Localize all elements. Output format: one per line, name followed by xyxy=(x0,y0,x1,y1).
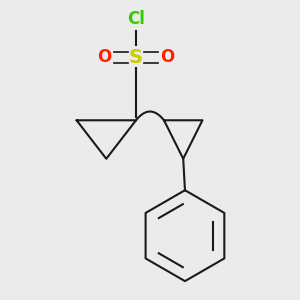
Text: O: O xyxy=(160,48,175,66)
Text: O: O xyxy=(98,48,112,66)
Text: Cl: Cl xyxy=(127,10,145,28)
Text: S: S xyxy=(129,48,143,67)
